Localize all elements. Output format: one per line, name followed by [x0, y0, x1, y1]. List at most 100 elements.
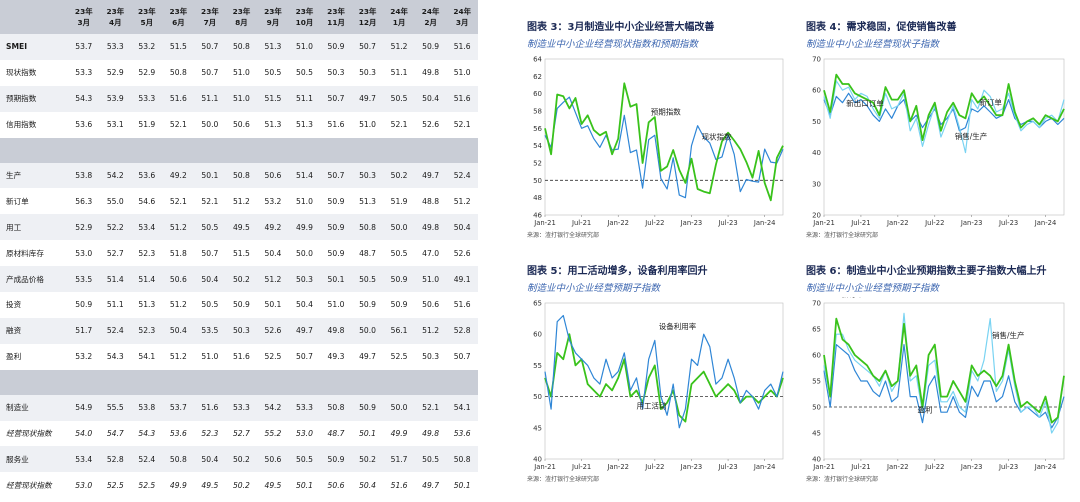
table-cell: 51.1	[288, 85, 321, 112]
y-tick-label: 30	[812, 180, 821, 188]
table-cell: 53.3	[131, 85, 163, 112]
x-tick-label: Jan-21	[533, 463, 556, 471]
chart-title: 图表 6：制造业中小企业预期指数主要子指数大幅上升	[806, 266, 1047, 277]
table-row: 新订单 56.3 55.0 54.6 52.1 52.1 51.2 53.2 51.0 50.9 5…	[0, 188, 478, 214]
table-cell: 50.6	[257, 162, 289, 189]
table-cell: 47.0	[422, 248, 440, 258]
table-cell: 51.6	[446, 34, 478, 60]
table-cell: 54.2	[99, 162, 132, 189]
table-cell: 51.5	[257, 85, 289, 112]
table-cell: 52.9	[106, 68, 124, 78]
y-tick-label: 60	[812, 87, 821, 95]
table-cell: 53.3	[75, 68, 93, 78]
chart-source: 来源：渣打银行全球研究部	[806, 476, 879, 483]
table-cell: 51.3	[296, 120, 313, 130]
table-cell: 52.1	[390, 120, 408, 130]
y-tick-label: 60	[533, 90, 542, 98]
x-tick-label: Jan-22	[886, 463, 909, 471]
y-tick-label: 64	[533, 56, 542, 64]
month-header-7: 23年 10月	[288, 0, 321, 34]
table-corner-cell	[0, 0, 68, 34]
table-cell: 49.7	[414, 162, 447, 189]
table-cell: 51.4	[288, 162, 321, 189]
table-cell: 51.3	[359, 196, 376, 206]
table-cell: 50.7	[201, 248, 219, 258]
table-cell: 50.9	[414, 34, 447, 60]
table-row: 经营现状指数 53.0 52.5 52.5 49.9 49.5 50.2 49.5 50.1 50…	[0, 472, 478, 498]
table-cell: 50.1	[194, 162, 226, 189]
table-cell: 55.0	[106, 196, 124, 206]
month-header-10: 24年 1月	[383, 0, 415, 34]
table-cell: 51.5	[232, 248, 250, 258]
chart-source: 来源：渣打银行全球研究部	[527, 476, 600, 483]
table-cell: 53.0	[296, 429, 313, 439]
table-cell: 50.8	[225, 34, 258, 60]
table-cell: 53.5	[68, 266, 100, 293]
table-cell: 50.7	[320, 85, 352, 112]
table-row: 预期指数 54.3 53.9 53.3 51.6 51.1 51.0 51.5 51.1 50.7…	[0, 85, 478, 112]
table-cell: 53.3	[288, 394, 321, 421]
table-cell: 53.4	[131, 214, 163, 241]
x-tick-label: Jul-23	[717, 463, 737, 471]
table-row: 服务业 53.4 52.8 52.4 50.8 50.4 50.2 50.6 50.5 50.9 5…	[0, 446, 478, 473]
month-header-year: 23年	[232, 7, 251, 16]
series-line-blue	[544, 96, 784, 199]
table-cell: 51.0	[414, 266, 447, 293]
y-tick-label: 65	[812, 326, 821, 334]
series-line-green	[544, 82, 784, 202]
chart-panel-4: 图表 4：需求稳固，促使销售改善 制造业中小企业经营现状子指数 20 30 40 50…	[806, 18, 1068, 239]
month-header-month: 10月	[295, 18, 314, 27]
table-cell: 49.8	[320, 317, 352, 344]
y-tick-label: 60	[812, 352, 821, 360]
chart-panel-3: 图表 3：3月制造业中小企业经营大幅改善 制造业中小企业经营现状指数和预期指数 …	[527, 18, 787, 239]
row-label: 融资	[0, 317, 68, 344]
y-tick-label: 50	[812, 404, 821, 412]
table-cell: 56.3	[75, 196, 93, 206]
table-cell: 53.0	[75, 480, 93, 490]
table-cell: 49.7	[422, 480, 440, 490]
x-tick-label: Jan-24	[1034, 463, 1057, 471]
table-cell: 53.2	[75, 352, 93, 362]
table-cell: 48.7	[359, 248, 376, 258]
table-cell: 52.4	[131, 446, 163, 473]
table-header-row: 23年 3月 23年 4月 23年 5月 23年 6月 23年 7月 23年 8月 23年 9月 23年 10…	[0, 0, 478, 34]
table-cell: 50.9	[327, 196, 345, 206]
table-cell: 50.3	[225, 317, 258, 344]
table-cell: 51.0	[359, 120, 376, 130]
table-cell: 53.1	[106, 120, 124, 130]
series-annotation: 新订单	[841, 297, 864, 299]
table-cell: 50.5	[351, 266, 384, 293]
table-cell: 50.4	[194, 446, 226, 473]
y-tick-label: 40	[533, 456, 542, 464]
x-tick-label: Jul-22	[924, 463, 944, 471]
table-cell: 52.5	[264, 352, 282, 362]
table-cell: 49.7	[359, 352, 376, 362]
table-cell: 53.6	[131, 162, 163, 189]
chart-subtitle: 制造业中小企业经营现状子指数	[806, 39, 940, 50]
table-cell: 51.0	[453, 68, 471, 78]
chart-3-svg: 46 48 50 52 54 56 58 60 62 64 Jan-21 Jul-21 Jan-22 Ju…	[533, 56, 784, 227]
table-cell: 51.0	[201, 352, 219, 362]
table-cell: 50.7	[201, 68, 219, 78]
chart-source: 来源：渣打银行全球研究部	[806, 232, 879, 239]
month-header-9: 23年 12月	[351, 0, 384, 34]
table-cell: 52.5	[390, 352, 408, 362]
month-header-month: 1月	[392, 18, 406, 27]
y-tick-label: 70	[812, 56, 821, 64]
table-cell: 50.8	[169, 68, 187, 78]
table-cell: 51.0	[327, 300, 345, 310]
row-label: 盈利	[6, 352, 22, 362]
y-tick-label: 56	[533, 125, 542, 133]
table-row: 原材料库存 53.0 52.7 52.3 51.8 50.7 51.5 50.4 50.0 50.…	[0, 240, 478, 266]
table-cell: 51.2	[232, 196, 250, 206]
table-row: 投资 50.9 51.1 51.3 51.2 50.5 50.9 50.1 50.4 51.0 50…	[0, 292, 478, 318]
series-annotation: 销售/生产	[955, 131, 988, 141]
x-tick-label: Jan-23	[960, 463, 983, 471]
x-tick-label: Jul-21	[571, 463, 591, 471]
chart-subtitle: 制造业中小企业经营预期子指数	[806, 283, 940, 294]
table-cell: 50.9	[320, 34, 352, 60]
chart-panel-6: 图表 6：制造业中小企业预期指数主要子指数大幅上升 制造业中小企业经营预期子指数…	[806, 262, 1068, 483]
x-tick-label: Jul-23	[998, 219, 1018, 227]
plot-frame	[544, 302, 784, 460]
x-tick-label: Jul-22	[644, 219, 664, 227]
